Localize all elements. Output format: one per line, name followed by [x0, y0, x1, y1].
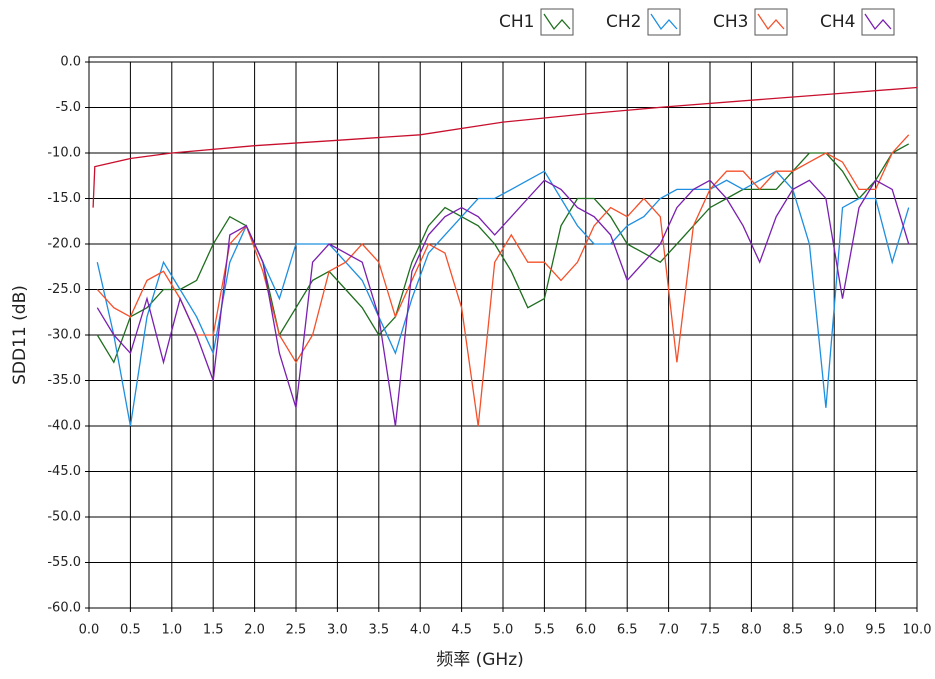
- x-tick-label: 6.5: [617, 623, 638, 638]
- y-tick-label: 0.0: [60, 55, 81, 70]
- x-tick-label: 7.0: [658, 623, 679, 638]
- legend-swatch: [864, 13, 892, 31]
- x-tick-label: 6.0: [575, 623, 596, 638]
- x-axis-title: 频率 (GHz): [436, 650, 524, 670]
- x-tick-label: 2.0: [244, 623, 265, 638]
- x-tick-label: 5.0: [493, 623, 514, 638]
- x-tick-label: 9.5: [865, 623, 886, 638]
- x-tick-label: 8.5: [782, 623, 803, 638]
- y-axis-title: SDD11 (dB): [10, 285, 30, 385]
- y-tick-label: -55.0: [47, 555, 81, 570]
- y-tick-label: -60.0: [47, 601, 81, 616]
- series-line: [96, 143, 910, 364]
- legend-swatch: [543, 13, 571, 31]
- legend-box: [540, 8, 574, 36]
- x-tick-label: 8.0: [741, 623, 762, 638]
- y-tick-label: -20.0: [47, 237, 81, 252]
- legend-swatch: [650, 13, 678, 31]
- y-tick-label: -15.0: [47, 191, 81, 206]
- series-line: [96, 170, 910, 427]
- limit-line: [92, 86, 918, 208]
- x-tick-label: 1.0: [161, 623, 182, 638]
- y-tick-label: -25.0: [47, 282, 81, 297]
- x-tick-label: 3.0: [327, 623, 348, 638]
- legend-label: CH3: [713, 12, 748, 32]
- series-line: [96, 179, 910, 427]
- legend-label: CH4: [820, 12, 855, 32]
- series-line: [96, 134, 910, 427]
- x-tick-label: 9.0: [824, 623, 845, 638]
- plot-border: [88, 56, 918, 609]
- y-tick-label: -50.0: [47, 510, 81, 525]
- x-tick-label: 7.5: [700, 623, 721, 638]
- y-tick-label: -10.0: [47, 146, 81, 161]
- legend-box: [754, 8, 788, 36]
- legend-label: CH1: [499, 12, 534, 32]
- y-tick-label: -30.0: [47, 328, 81, 343]
- y-tick-label: -40.0: [47, 419, 81, 434]
- x-tick-label: 0.0: [79, 623, 100, 638]
- legend-box: [861, 8, 895, 36]
- x-tick-label: 1.5: [203, 623, 224, 638]
- x-tick-label: 0.5: [120, 623, 141, 638]
- y-tick-label: -35.0: [47, 373, 81, 388]
- legend-box: [647, 8, 681, 36]
- x-tick-label: 4.0: [410, 623, 431, 638]
- x-tick-label: 2.5: [286, 623, 307, 638]
- y-tick-label: -5.0: [56, 100, 81, 115]
- y-tick-label: -45.0: [47, 464, 81, 479]
- legend-swatch: [757, 13, 785, 31]
- x-tick-label: 5.5: [534, 623, 555, 638]
- x-tick-label: 3.5: [368, 623, 389, 638]
- x-tick-label: 4.5: [451, 623, 472, 638]
- legend-label: CH2: [606, 12, 641, 32]
- x-tick-label: 10.0: [903, 623, 932, 638]
